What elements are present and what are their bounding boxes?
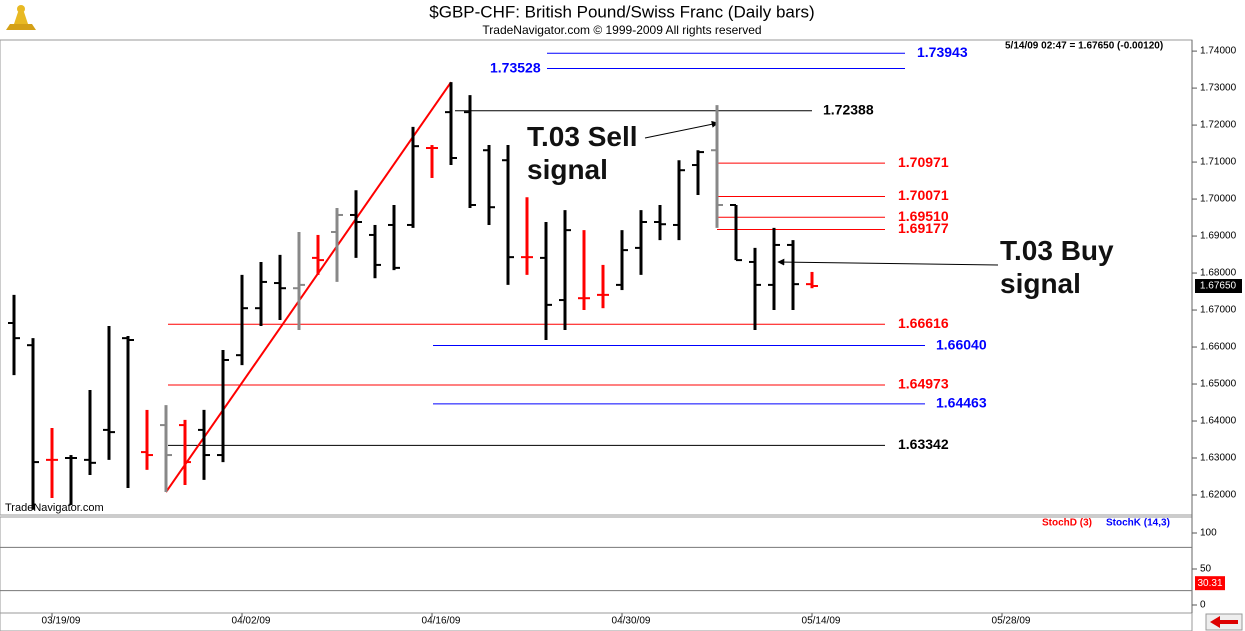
buy-signal-note: T.03 Buy signal <box>1000 235 1114 299</box>
level-label: 1.66040 <box>936 336 987 352</box>
stoch-y-tick-label: 100 <box>1200 528 1217 539</box>
legend-entry: StochK (14,3) <box>1106 518 1170 529</box>
x-tick-label: 04/30/09 <box>612 616 651 627</box>
y-tick-label: 1.70000 <box>1200 194 1237 205</box>
level-label: 1.66616 <box>898 315 949 331</box>
level-label: 1.69177 <box>898 220 949 236</box>
level-label: 1.63342 <box>898 436 949 452</box>
chart-subtitle: TradeNavigator.com © 1999-2009 All right… <box>482 23 761 37</box>
quote-info: 5/14/09 02:47 = 1.67650 (-0.00120) <box>1005 41 1163 52</box>
last-price-label: 1.67650 <box>1200 281 1237 292</box>
level-label: 1.69510 <box>898 208 949 224</box>
last-price-box <box>1195 278 1242 293</box>
sell-signal-note: T.03 Sell signal <box>527 121 638 185</box>
level-label: 1.70071 <box>898 187 949 203</box>
level-label: 1.73528 <box>490 59 541 75</box>
level-label: 1.64973 <box>898 376 949 392</box>
logo <box>6 5 36 30</box>
y-tick-label: 1.68000 <box>1200 268 1237 279</box>
level-label: 1.73943 <box>917 44 968 60</box>
stoch-last-box <box>1195 576 1225 591</box>
buy-arrow <box>777 258 999 266</box>
y-tick-label: 1.71000 <box>1200 157 1237 168</box>
date-axis <box>0 612 1193 631</box>
x-tick-label: 05/14/09 <box>802 616 841 627</box>
sell-arrow <box>644 120 719 139</box>
y-tick-label: 1.72000 <box>1200 120 1237 131</box>
y-tick-label: 1.64000 <box>1200 416 1237 427</box>
x-tick-label: 04/16/09 <box>422 616 461 627</box>
y-tick-label: 1.67000 <box>1200 305 1237 316</box>
stoch-last-label: 30.31 <box>1197 578 1222 589</box>
y-tick-label: 1.74000 <box>1200 46 1237 57</box>
level-label: 1.70971 <box>898 154 949 170</box>
stoch-y-tick-label: 0 <box>1200 600 1206 611</box>
y-tick-label: 1.63000 <box>1200 453 1237 464</box>
level-label: 1.72388 <box>823 101 874 117</box>
y-tick-label: 1.73000 <box>1200 83 1237 94</box>
scroll-button[interactable] <box>1205 613 1243 631</box>
y-tick-label: 1.65000 <box>1200 379 1237 390</box>
y-tick-label: 1.66000 <box>1200 342 1237 353</box>
chart-title: $GBP-CHF: British Pound/Swiss Franc (Dai… <box>429 2 814 21</box>
x-tick-label: 05/28/09 <box>992 616 1031 627</box>
legend-entry: StochD (3) <box>1042 518 1092 529</box>
y-tick-label: 1.69000 <box>1200 231 1237 242</box>
stoch-y-tick-label: 50 <box>1200 564 1212 575</box>
scroll-left-arrow[interactable] <box>1210 616 1238 628</box>
price-panel <box>0 39 1193 516</box>
x-tick-label: 04/02/09 <box>232 616 271 627</box>
watermark: TradeNavigator.com <box>5 502 104 514</box>
y-tick-label: 1.62000 <box>1200 490 1237 501</box>
trend-line <box>165 81 452 493</box>
level-label: 1.64463 <box>936 395 987 411</box>
x-tick-label: 03/19/09 <box>42 616 81 627</box>
stoch-panel <box>0 516 1193 614</box>
